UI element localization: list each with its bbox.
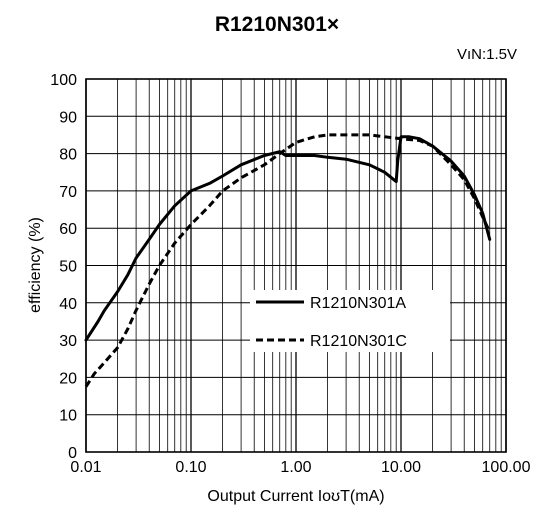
y-tick-label: 70 [59,184,77,201]
x-tick-label: 0.01 [70,459,101,476]
y-tick-label: 40 [59,296,77,313]
condition-label: VıN:1.5V [457,46,517,63]
legend-background [250,290,450,352]
x-axis-label: Output Current IоʊT(mA) [207,488,384,505]
y-tick-label: 90 [59,109,77,126]
plot-frame [85,78,507,453]
y-tick-label: 30 [59,333,77,350]
y-tick-label: 80 [59,147,77,164]
y-tick-label: 100 [50,72,77,89]
y-tick-label: 0 [68,445,77,462]
series-line-R1210N301C [84,133,492,388]
y-axis-label: efficiency (%) [27,217,44,313]
x-tick-label: 0.10 [175,459,206,476]
x-tick-label: 1.00 [280,459,311,476]
chart-title: R1210N301× [215,13,339,36]
y-tick-labels: 0 10 20 30 40 50 60 70 80 90 100 [50,72,77,462]
x-tick-labels: 0.01 0.10 1.00 10.00 100.00 [70,459,530,476]
grid [85,78,507,453]
y-tick-label: 50 [59,259,77,276]
x-tick-label: 10.00 [381,459,421,476]
y-tick-label: 20 [59,370,77,387]
legend: R1210N301A R1210N301C [250,290,450,352]
y-tick-label: 60 [59,221,77,238]
x-tick-label: 100.00 [482,459,531,476]
legend-label-a: R1210N301A [310,295,406,312]
series-lines [84,133,492,388]
legend-label-c: R1210N301C [310,333,407,350]
y-tick-label: 10 [59,408,77,425]
